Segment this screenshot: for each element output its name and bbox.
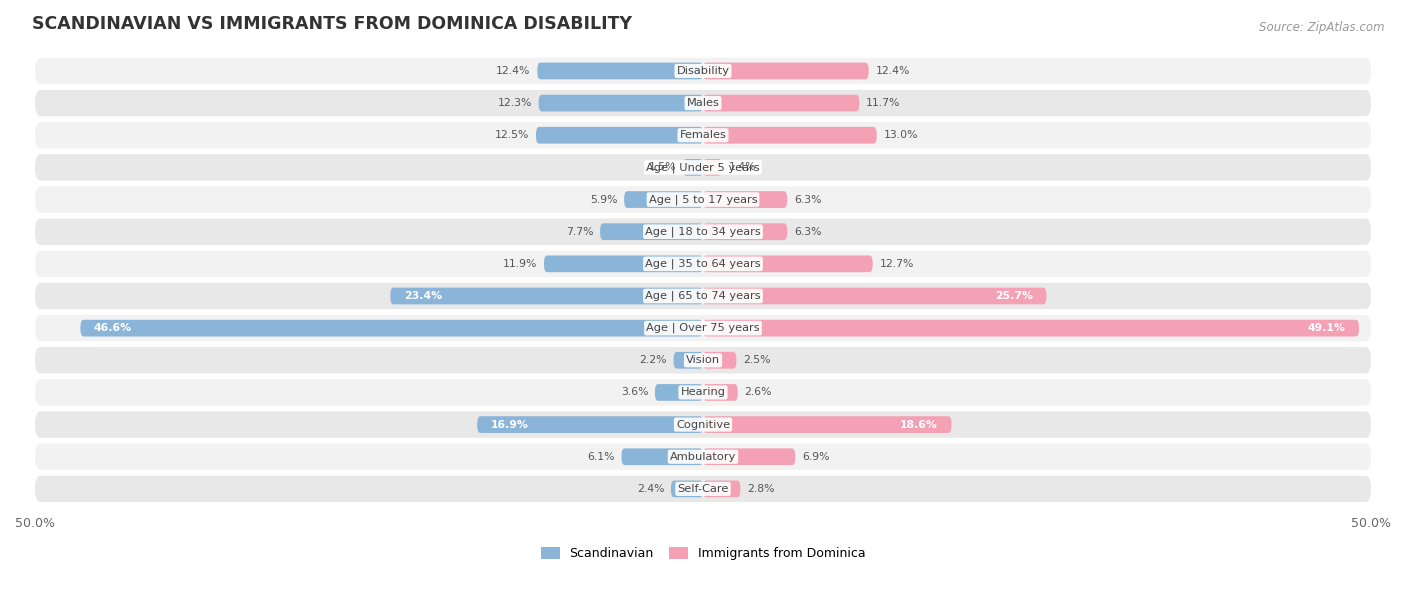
FancyBboxPatch shape bbox=[703, 159, 721, 176]
FancyBboxPatch shape bbox=[391, 288, 703, 304]
Text: 6.9%: 6.9% bbox=[801, 452, 830, 461]
Text: 49.1%: 49.1% bbox=[1308, 323, 1346, 333]
Text: 3.6%: 3.6% bbox=[620, 387, 648, 397]
FancyBboxPatch shape bbox=[35, 444, 1371, 470]
FancyBboxPatch shape bbox=[683, 159, 703, 176]
FancyBboxPatch shape bbox=[35, 347, 1371, 373]
Text: 12.7%: 12.7% bbox=[879, 259, 914, 269]
FancyBboxPatch shape bbox=[703, 127, 877, 144]
FancyBboxPatch shape bbox=[703, 480, 741, 497]
Text: 2.5%: 2.5% bbox=[744, 356, 770, 365]
FancyBboxPatch shape bbox=[80, 320, 703, 337]
Text: 16.9%: 16.9% bbox=[491, 420, 529, 430]
FancyBboxPatch shape bbox=[624, 191, 703, 208]
Text: Age | 18 to 34 years: Age | 18 to 34 years bbox=[645, 226, 761, 237]
Text: Females: Females bbox=[679, 130, 727, 140]
FancyBboxPatch shape bbox=[621, 449, 703, 465]
Text: 2.4%: 2.4% bbox=[637, 484, 664, 494]
Text: 46.6%: 46.6% bbox=[94, 323, 132, 333]
Text: Cognitive: Cognitive bbox=[676, 420, 730, 430]
Text: Disability: Disability bbox=[676, 66, 730, 76]
Text: 1.4%: 1.4% bbox=[728, 162, 756, 173]
FancyBboxPatch shape bbox=[600, 223, 703, 240]
FancyBboxPatch shape bbox=[544, 255, 703, 272]
FancyBboxPatch shape bbox=[35, 251, 1371, 277]
Text: 2.8%: 2.8% bbox=[747, 484, 775, 494]
FancyBboxPatch shape bbox=[35, 187, 1371, 213]
Text: Males: Males bbox=[686, 98, 720, 108]
FancyBboxPatch shape bbox=[703, 288, 1046, 304]
Text: 6.3%: 6.3% bbox=[794, 226, 821, 237]
FancyBboxPatch shape bbox=[703, 416, 952, 433]
Text: 11.9%: 11.9% bbox=[503, 259, 537, 269]
FancyBboxPatch shape bbox=[703, 255, 873, 272]
Text: 12.5%: 12.5% bbox=[495, 130, 529, 140]
Text: SCANDINAVIAN VS IMMIGRANTS FROM DOMINICA DISABILITY: SCANDINAVIAN VS IMMIGRANTS FROM DOMINICA… bbox=[32, 15, 633, 33]
FancyBboxPatch shape bbox=[703, 320, 1360, 337]
FancyBboxPatch shape bbox=[35, 411, 1371, 438]
Text: 11.7%: 11.7% bbox=[866, 98, 900, 108]
FancyBboxPatch shape bbox=[35, 154, 1371, 181]
Text: 25.7%: 25.7% bbox=[995, 291, 1033, 301]
FancyBboxPatch shape bbox=[673, 352, 703, 368]
FancyBboxPatch shape bbox=[35, 90, 1371, 116]
FancyBboxPatch shape bbox=[477, 416, 703, 433]
Text: 6.1%: 6.1% bbox=[588, 452, 614, 461]
Text: Hearing: Hearing bbox=[681, 387, 725, 397]
FancyBboxPatch shape bbox=[35, 283, 1371, 309]
Text: 12.4%: 12.4% bbox=[496, 66, 530, 76]
FancyBboxPatch shape bbox=[703, 62, 869, 80]
Text: Ambulatory: Ambulatory bbox=[669, 452, 737, 461]
FancyBboxPatch shape bbox=[671, 480, 703, 497]
Text: Vision: Vision bbox=[686, 356, 720, 365]
FancyBboxPatch shape bbox=[35, 58, 1371, 84]
FancyBboxPatch shape bbox=[703, 95, 859, 111]
FancyBboxPatch shape bbox=[537, 62, 703, 80]
Text: Age | Under 5 years: Age | Under 5 years bbox=[647, 162, 759, 173]
FancyBboxPatch shape bbox=[35, 379, 1371, 406]
FancyBboxPatch shape bbox=[703, 191, 787, 208]
Text: 12.4%: 12.4% bbox=[876, 66, 910, 76]
FancyBboxPatch shape bbox=[35, 122, 1371, 149]
Text: Age | 65 to 74 years: Age | 65 to 74 years bbox=[645, 291, 761, 301]
Text: 13.0%: 13.0% bbox=[883, 130, 918, 140]
Text: 2.6%: 2.6% bbox=[744, 387, 772, 397]
FancyBboxPatch shape bbox=[703, 223, 787, 240]
Text: Age | 35 to 64 years: Age | 35 to 64 years bbox=[645, 259, 761, 269]
FancyBboxPatch shape bbox=[703, 352, 737, 368]
Legend: Scandinavian, Immigrants from Dominica: Scandinavian, Immigrants from Dominica bbox=[536, 542, 870, 565]
FancyBboxPatch shape bbox=[35, 218, 1371, 245]
FancyBboxPatch shape bbox=[655, 384, 703, 401]
Text: 23.4%: 23.4% bbox=[404, 291, 441, 301]
Text: Age | 5 to 17 years: Age | 5 to 17 years bbox=[648, 194, 758, 205]
FancyBboxPatch shape bbox=[35, 476, 1371, 502]
Text: 5.9%: 5.9% bbox=[591, 195, 617, 204]
Text: 6.3%: 6.3% bbox=[794, 195, 821, 204]
Text: 18.6%: 18.6% bbox=[900, 420, 938, 430]
Text: Self-Care: Self-Care bbox=[678, 484, 728, 494]
Text: Age | Over 75 years: Age | Over 75 years bbox=[647, 323, 759, 334]
Text: 12.3%: 12.3% bbox=[498, 98, 531, 108]
FancyBboxPatch shape bbox=[703, 384, 738, 401]
FancyBboxPatch shape bbox=[703, 449, 796, 465]
FancyBboxPatch shape bbox=[538, 95, 703, 111]
Text: 7.7%: 7.7% bbox=[567, 226, 593, 237]
FancyBboxPatch shape bbox=[536, 127, 703, 144]
FancyBboxPatch shape bbox=[35, 315, 1371, 341]
Text: 2.2%: 2.2% bbox=[640, 356, 666, 365]
Text: Source: ZipAtlas.com: Source: ZipAtlas.com bbox=[1260, 21, 1385, 34]
Text: 1.5%: 1.5% bbox=[648, 162, 676, 173]
